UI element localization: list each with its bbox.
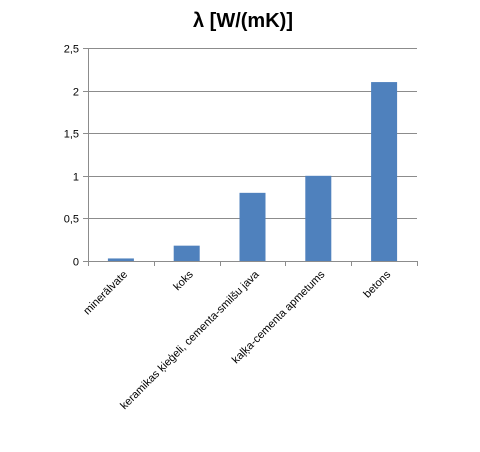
y-tick-label: 2	[73, 87, 79, 99]
chart-title: λ [W/(mK)]	[193, 10, 293, 32]
y-tick-label: 0	[73, 257, 79, 269]
y-tick-label: 2,5	[64, 44, 79, 56]
bar	[107, 258, 134, 261]
y-tick-labels: 0 0,5 1 1,5 2 2,5	[64, 44, 79, 269]
bar	[173, 245, 200, 261]
y-tick-label: 1,5	[64, 129, 79, 141]
bar	[371, 82, 398, 261]
y-tick-label: 0,5	[64, 214, 79, 226]
bars	[107, 82, 398, 261]
y-tick-label: 1	[73, 172, 79, 184]
gridlines	[83, 48, 417, 262]
x-tick-label: betons	[361, 268, 393, 300]
axes	[88, 48, 418, 266]
x-tick-label: koks	[171, 268, 196, 293]
x-tick-label: minerālvate	[81, 269, 130, 318]
bar	[305, 175, 332, 261]
x-tick-label: keramikas ķieģeli, cementa-smilšu java	[118, 267, 263, 412]
bar	[239, 192, 266, 261]
